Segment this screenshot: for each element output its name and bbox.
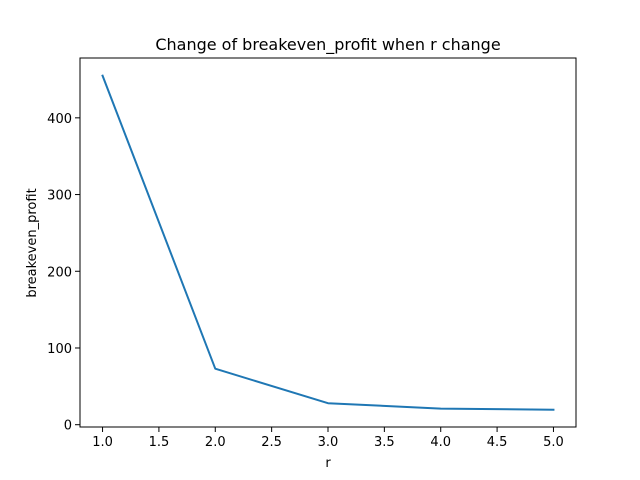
- plot-area-frame: [79, 57, 577, 428]
- y-tick-label: 0: [64, 419, 72, 434]
- x-tick-label: 2.0: [205, 435, 226, 450]
- x-tick-label: 1.0: [92, 435, 113, 450]
- series-layer: [101, 74, 555, 411]
- x-axis-ticks: 1.0 1.5 2.0 2.5 3.0 3.5 4.0 4.5 5.0: [92, 427, 564, 450]
- chart-title: Change of breakeven_profit when r change: [155, 35, 500, 55]
- x-tick-label: 3.0: [318, 435, 339, 450]
- y-tick-label: 400: [47, 112, 72, 127]
- x-tick-label: 4.0: [430, 435, 451, 450]
- y-tick-label: 200: [47, 265, 72, 280]
- x-tick-label: 5.0: [543, 435, 564, 450]
- series-line: [101, 74, 555, 411]
- x-axis-label: r: [325, 456, 331, 471]
- x-tick-label: 1.5: [149, 435, 170, 450]
- y-tick-label: 300: [47, 189, 72, 204]
- y-axis-ticks: 0 100 200 300 400: [47, 112, 80, 434]
- x-tick-label: 4.5: [487, 435, 508, 450]
- x-tick-label: 3.5: [374, 435, 395, 450]
- x-tick-label: 2.5: [261, 435, 282, 450]
- y-axis-label: breakeven_profit: [25, 188, 40, 297]
- y-tick-label: 100: [47, 342, 72, 357]
